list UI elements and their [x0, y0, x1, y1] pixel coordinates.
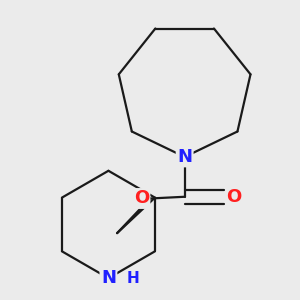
Text: O: O [226, 188, 242, 206]
Text: N: N [101, 269, 116, 287]
Text: O: O [134, 190, 149, 208]
Text: N: N [177, 148, 192, 166]
Text: H: H [126, 271, 139, 286]
